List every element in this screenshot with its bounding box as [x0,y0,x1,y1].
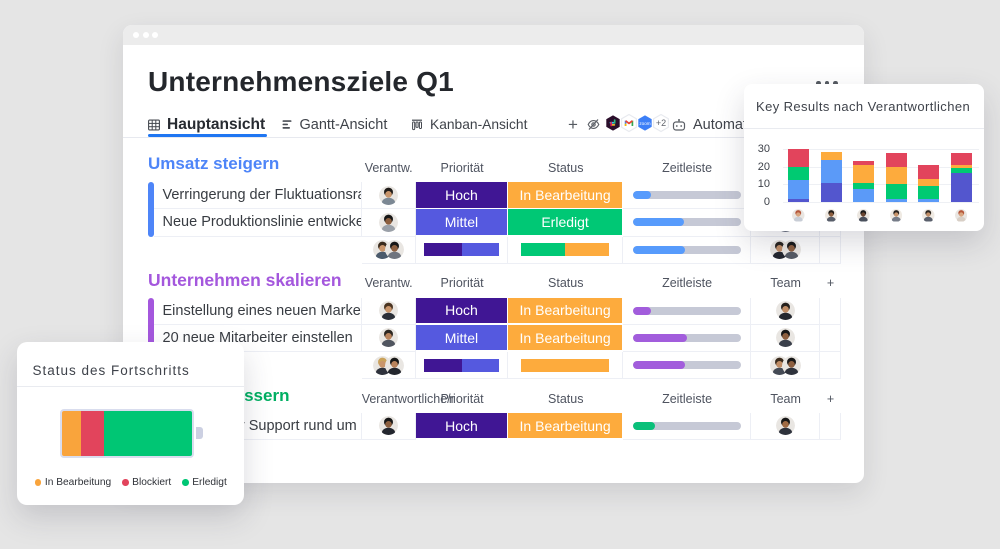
svg-text:zoom: zoom [639,120,650,125]
svg-text:+2: +2 [656,118,666,128]
